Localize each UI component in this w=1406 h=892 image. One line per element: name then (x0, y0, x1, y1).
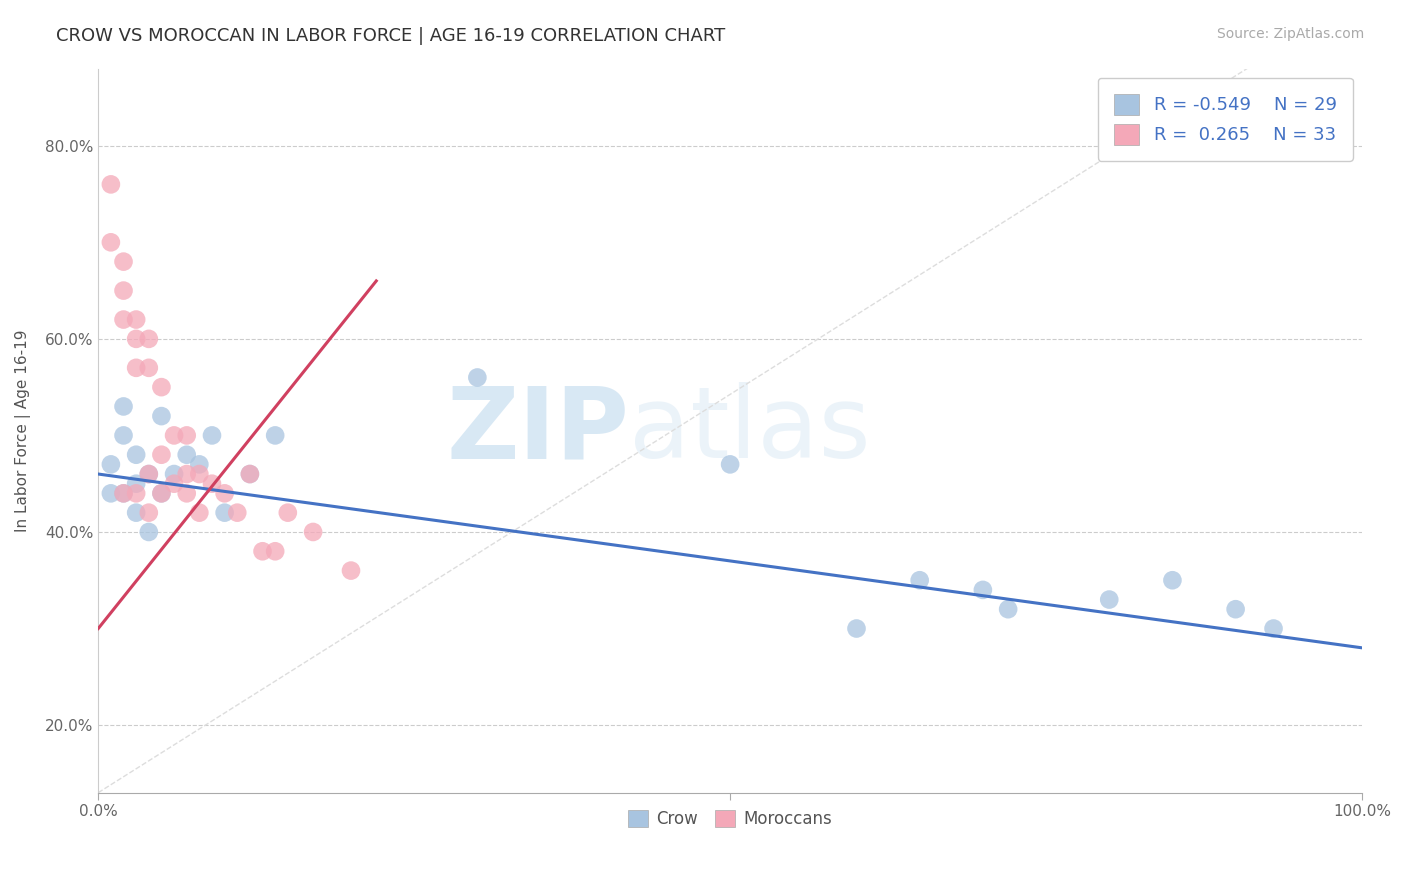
Point (150, 486, 173, 500)
Text: Source: ZipAtlas.com: Source: ZipAtlas.com (1216, 27, 1364, 41)
Point (908, 573, 931, 587)
Point (100, 486, 122, 500)
Point (125, 448, 148, 462)
Point (163, 476, 186, 491)
Point (264, 544, 287, 558)
Point (125, 360, 148, 375)
Point (718, 458, 741, 472)
Point (150, 448, 173, 462)
Point (340, 564, 363, 578)
Point (997, 602, 1019, 616)
Point (972, 582, 994, 597)
Point (163, 467, 186, 481)
Point (112, 312, 135, 326)
Point (112, 486, 135, 500)
Point (125, 332, 148, 346)
Point (150, 409, 173, 423)
Point (138, 506, 160, 520)
Point (239, 467, 262, 481)
Legend: Crow, Moroccans: Crow, Moroccans (621, 804, 839, 835)
Point (214, 506, 236, 520)
Point (138, 467, 160, 481)
Point (150, 380, 173, 394)
Point (239, 467, 262, 481)
Point (845, 622, 868, 636)
Point (125, 486, 148, 500)
Point (176, 467, 198, 481)
Point (1098, 592, 1121, 607)
Point (188, 467, 211, 481)
Point (1225, 602, 1247, 616)
Point (138, 360, 160, 375)
Point (138, 467, 160, 481)
Point (188, 458, 211, 472)
Text: atlas: atlas (628, 382, 870, 479)
Text: ZIP: ZIP (446, 382, 628, 479)
Point (176, 448, 198, 462)
Point (252, 544, 274, 558)
Point (214, 486, 236, 500)
Point (112, 284, 135, 298)
Point (467, 370, 489, 384)
Point (100, 235, 122, 250)
Point (1161, 573, 1184, 587)
Point (201, 476, 224, 491)
Point (176, 486, 198, 500)
Point (138, 524, 160, 539)
Point (226, 506, 249, 520)
Point (302, 524, 325, 539)
Point (100, 458, 122, 472)
Point (264, 428, 287, 442)
Point (188, 506, 211, 520)
Point (112, 254, 135, 268)
Point (112, 486, 135, 500)
Point (112, 428, 135, 442)
Point (176, 428, 198, 442)
Point (277, 506, 299, 520)
Point (112, 400, 135, 414)
Point (138, 332, 160, 346)
Y-axis label: In Labor Force | Age 16-19: In Labor Force | Age 16-19 (15, 329, 31, 532)
Point (125, 476, 148, 491)
Text: CROW VS MOROCCAN IN LABOR FORCE | AGE 16-19 CORRELATION CHART: CROW VS MOROCCAN IN LABOR FORCE | AGE 16… (56, 27, 725, 45)
Point (125, 506, 148, 520)
Point (150, 486, 173, 500)
Point (163, 428, 186, 442)
Point (125, 312, 148, 326)
Point (100, 178, 122, 192)
Point (201, 428, 224, 442)
Point (1263, 622, 1285, 636)
